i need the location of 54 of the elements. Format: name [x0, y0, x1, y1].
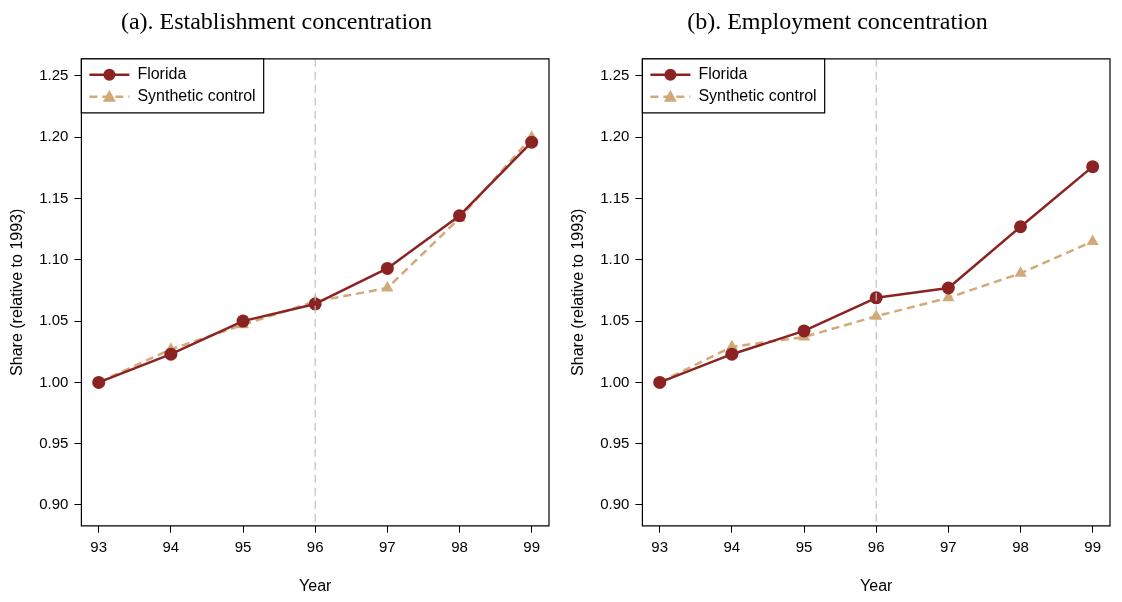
point: [525, 135, 539, 149]
y-tick-label: 1.00: [39, 372, 69, 390]
legend-label: Florida: [137, 65, 187, 83]
y-tick-label: 0.90: [39, 495, 69, 513]
y-axis-title: Share (relative to 1993): [8, 208, 26, 376]
x-tick-label: 95: [795, 537, 813, 555]
legend-label: Synthetic control: [698, 87, 817, 105]
y-tick-label: 1.10: [600, 249, 630, 267]
point: [869, 291, 883, 305]
x-tick-label: 97: [379, 537, 396, 555]
x-tick-label: 99: [1084, 537, 1102, 555]
x-tick-label: 98: [451, 537, 468, 555]
y-tick-label: 1.20: [39, 127, 69, 145]
y-axis-title: Share (relative to 1993): [569, 208, 587, 376]
y-tick-label: 1.15: [39, 188, 69, 206]
y-tick-label: 0.90: [600, 495, 630, 513]
x-tick-label: 93: [651, 537, 669, 555]
point: [381, 281, 394, 292]
x-tick-label: 93: [90, 537, 108, 555]
chart-title: (b). Employment concentration: [687, 7, 988, 34]
chart-title: (a). Establishment concentration: [120, 7, 433, 34]
x-tick-label: 96: [867, 537, 885, 555]
point: [797, 324, 811, 338]
y-tick-label: 1.05: [39, 311, 69, 329]
x-tick-label: 98: [1012, 537, 1029, 555]
point: [1014, 220, 1028, 234]
x-axis-title: Year: [299, 576, 333, 594]
y-tick-label: 1.25: [39, 66, 69, 84]
point: [308, 297, 322, 311]
y-tick-label: 1.15: [600, 188, 630, 206]
point: [1086, 160, 1100, 174]
y-tick-label: 1.05: [600, 311, 630, 329]
point: [380, 261, 394, 275]
y-tick-label: 0.95: [39, 433, 69, 451]
point: [164, 347, 178, 361]
x-tick-label: 94: [162, 537, 180, 555]
point: [725, 347, 739, 361]
point: [1086, 234, 1099, 245]
point: [1014, 266, 1027, 277]
y-tick-label: 1.00: [600, 372, 630, 390]
y-tick-label: 1.20: [600, 127, 630, 145]
y-tick-label: 1.10: [39, 249, 69, 267]
point: [941, 281, 955, 295]
point: [870, 309, 883, 320]
y-tick-label: 0.95: [600, 433, 630, 451]
x-tick-label: 95: [234, 537, 252, 555]
legend-label: Synthetic control: [137, 87, 256, 105]
x-tick-label: 99: [523, 537, 541, 555]
x-tick-label: 96: [306, 537, 324, 555]
x-tick-label: 94: [723, 537, 741, 555]
x-tick-label: 97: [940, 537, 957, 555]
x-axis-title: Year: [860, 576, 894, 594]
y-tick-label: 1.25: [600, 66, 630, 84]
legend-label: Florida: [698, 65, 748, 83]
